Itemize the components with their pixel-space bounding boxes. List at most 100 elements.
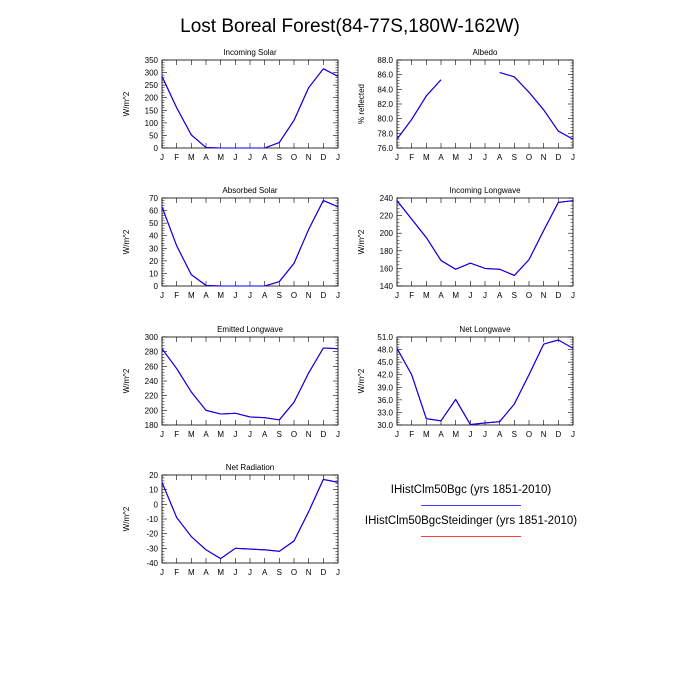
y-tick-label: -20 [146, 530, 158, 539]
series-line-0 [161, 347, 339, 421]
x-tick-label: F [409, 153, 414, 162]
legend-label-0: IHistClm50Bgc (yrs 1851-2010) [391, 484, 552, 496]
x-tick-label: M [188, 568, 195, 577]
x-tick-label: J [233, 291, 237, 300]
x-tick-label: N [306, 568, 312, 577]
panel-title: Incoming Solar [223, 48, 277, 57]
x-tick-label: J [160, 430, 164, 439]
y-tick-label: 10 [149, 269, 158, 278]
x-tick-label: D [320, 568, 326, 577]
x-tick-label: A [203, 153, 209, 162]
y-tick-label: 350 [145, 56, 159, 65]
figure-title: Lost Boreal Forest(84-77S,180W-162W) [180, 16, 520, 37]
x-tick-label: A [262, 291, 268, 300]
x-tick-label: O [291, 568, 297, 577]
x-tick-label: M [188, 153, 195, 162]
plot-frame [161, 197, 339, 287]
y-tick-label: 260 [145, 362, 159, 371]
plot-frame [396, 197, 574, 287]
x-tick-label: A [262, 568, 268, 577]
y-tick-label: -30 [146, 544, 158, 553]
x-tick-label: M [217, 568, 224, 577]
series-line-1 [161, 347, 339, 421]
x-tick-label: D [320, 430, 326, 439]
x-tick-label: J [571, 291, 575, 300]
y-tick-label: 220 [380, 212, 394, 221]
y-tick-label: 86.0 [377, 71, 393, 80]
x-tick-label: A [497, 153, 503, 162]
x-tick-label: S [512, 291, 517, 300]
x-tick-label: J [336, 153, 340, 162]
x-tick-label: F [174, 291, 179, 300]
x-tick-label: J [248, 291, 252, 300]
y-tick-label: 33.0 [377, 408, 393, 417]
legend: IHistClm50Bgc (yrs 1851-2010) IHistClm50… [365, 484, 577, 537]
x-tick-label: M [217, 153, 224, 162]
y-tick-label: 200 [380, 229, 394, 238]
x-tick-label: J [395, 153, 399, 162]
x-tick-label: A [203, 291, 209, 300]
x-tick-label: D [555, 430, 561, 439]
x-tick-label: A [203, 430, 209, 439]
y-tick-label: 20 [149, 471, 158, 480]
x-tick-label: N [306, 291, 312, 300]
x-tick-label: A [497, 430, 503, 439]
panel-title: Net Radiation [226, 463, 274, 472]
y-tick-label: 30 [149, 244, 158, 253]
x-tick-label: A [203, 568, 209, 577]
x-tick-label: J [395, 430, 399, 439]
y-axis-label: W/m^2 [122, 368, 131, 393]
x-tick-label: S [277, 153, 282, 162]
x-tick-label: F [409, 430, 414, 439]
y-tick-label: 78.0 [377, 129, 393, 138]
y-tick-label: 240 [380, 194, 394, 203]
y-tick-label: 0 [154, 144, 159, 153]
x-tick-label: F [174, 153, 179, 162]
plot-frame [161, 59, 339, 149]
x-tick-label: M [423, 153, 430, 162]
series-line-1 [396, 339, 574, 426]
panel-title: Incoming Longwave [449, 186, 521, 195]
x-tick-label: F [409, 291, 414, 300]
x-tick-label: N [541, 153, 547, 162]
y-tick-label: 60 [149, 207, 158, 216]
x-tick-label: N [541, 430, 547, 439]
x-tick-label: J [395, 291, 399, 300]
x-tick-label: M [423, 430, 430, 439]
x-tick-label: J [233, 153, 237, 162]
x-tick-label: M [452, 153, 459, 162]
plot-frame [396, 59, 574, 149]
y-axis-label: W/m^2 [357, 229, 366, 254]
x-tick-label: M [217, 430, 224, 439]
x-tick-label: J [483, 153, 487, 162]
x-tick-label: M [452, 291, 459, 300]
x-tick-label: J [483, 291, 487, 300]
x-tick-label: D [555, 291, 561, 300]
y-tick-label: 39.0 [377, 383, 393, 392]
x-tick-label: A [438, 153, 444, 162]
x-tick-label: O [526, 153, 532, 162]
x-tick-label: J [248, 568, 252, 577]
y-axis-label: W/m^2 [122, 506, 131, 531]
x-tick-label: J [483, 430, 487, 439]
x-tick-label: M [188, 291, 195, 300]
y-tick-label: 10 [149, 486, 158, 495]
x-tick-label: O [291, 430, 297, 439]
series-line-0 [161, 68, 339, 149]
x-tick-label: J [468, 430, 472, 439]
series-line-1 [161, 478, 339, 560]
x-tick-label: M [217, 291, 224, 300]
series-line-1 [161, 68, 339, 149]
y-tick-label: 70 [149, 194, 158, 203]
y-tick-label: 20 [149, 257, 158, 266]
x-tick-label: F [174, 430, 179, 439]
x-tick-label: S [277, 568, 282, 577]
y-tick-label: 84.0 [377, 85, 393, 94]
x-tick-label: M [423, 291, 430, 300]
x-tick-label: J [336, 568, 340, 577]
y-tick-label: 140 [380, 282, 394, 291]
y-tick-label: 51.0 [377, 333, 393, 342]
x-tick-label: S [277, 430, 282, 439]
x-tick-label: O [291, 153, 297, 162]
